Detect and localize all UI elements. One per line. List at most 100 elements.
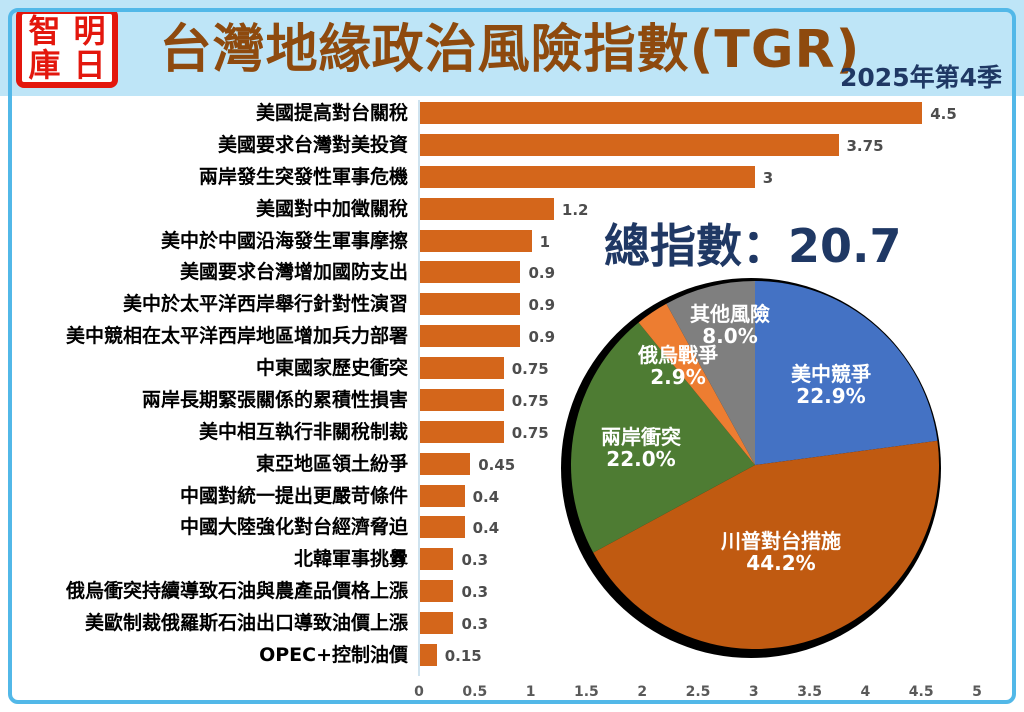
pie-slice-name: 美中競爭: [791, 362, 871, 386]
bar-category-label: 北韓軍事挑釁: [293, 548, 408, 571]
bar-value-label: 1.2: [561, 200, 589, 219]
bar-value-label: 0.3: [461, 583, 489, 602]
bar: [420, 548, 454, 571]
bar: [420, 388, 504, 411]
bar: [420, 357, 504, 380]
bar-value-label: 0.9: [528, 296, 556, 315]
bar-category-label: 美國要求台灣增加國防支出: [179, 261, 408, 284]
x-axis-tick-label: 2: [637, 684, 648, 700]
bar-chart-axis-line: [418, 100, 420, 676]
bar: [420, 133, 839, 156]
bar-category-label: 中東國家歷史衝突: [255, 357, 408, 380]
pie-slice-name: 兩岸衝突: [601, 425, 681, 449]
bar-value-label: 0.9: [528, 328, 556, 347]
pie-slice-label: 美中競爭 22.9%: [721, 363, 941, 407]
bar-category-label: 中國大陸強化對台經濟脅迫: [179, 516, 408, 539]
pie-slice: [638, 303, 755, 465]
x-axis-tick-label: 4.5: [908, 684, 934, 700]
bar-category-label: 美國要求台灣對美投資: [217, 133, 408, 156]
think-tank-logo: 智 明 庫 日: [16, 8, 118, 88]
bar-category-label: 美中競相在太平洋西岸地區增加兵力部署: [65, 325, 408, 348]
logo-char: 明: [73, 12, 106, 50]
bar: [420, 229, 532, 252]
bar-category-label: 兩岸發生突發性軍事危機: [198, 165, 408, 188]
bar-value-label: 0.9: [528, 264, 556, 283]
bar: [420, 102, 923, 124]
bar-value-label: 0.45: [478, 455, 516, 474]
bar: [420, 261, 521, 284]
bar-value-label: 3: [762, 168, 774, 187]
bar-category-label: 美中於中國沿海發生軍事摩擦: [160, 229, 408, 252]
bar: [420, 165, 755, 188]
bar: [420, 516, 465, 539]
bar: [420, 293, 521, 316]
bar-value-label: 0.15: [444, 646, 482, 665]
pie-slice: [666, 281, 755, 465]
bar-category-label: 美歐制裁俄羅斯石油出口導致油價上漲: [84, 612, 408, 635]
pie-slice-label: 其他風險 8.0%: [620, 303, 840, 347]
pie-slice-percent: 22.0%: [606, 447, 676, 471]
pie-slice-name: 其他風險: [690, 302, 770, 326]
bar: [420, 580, 454, 603]
bar-category-label: 美國提高對台關稅: [255, 102, 408, 124]
bar-value-label: 0.75: [511, 360, 549, 379]
bar: [420, 612, 454, 635]
x-axis-tick-label: 1.5: [573, 684, 599, 700]
bar: [420, 197, 554, 220]
pie-slice: [755, 281, 938, 465]
x-axis-tick-label: 2.5: [685, 684, 711, 700]
header: [0, 0, 1024, 96]
page-subtitle: 2025年第4季: [840, 63, 1002, 92]
bar: [420, 643, 437, 666]
bar: [420, 452, 471, 475]
pie-slice: [593, 440, 939, 649]
pie-slice-percent: 2.9%: [650, 365, 706, 389]
pie-slice-percent: 22.9%: [796, 384, 866, 408]
bar-value-label: 4.5: [930, 105, 957, 123]
bar-value-label: 1: [539, 232, 551, 251]
bar-value-label: 0.3: [461, 551, 489, 570]
bar-category-label: 美中相互執行非關稅制裁: [198, 420, 408, 443]
pie-slice-label: 川普對台措施 44.2%: [671, 530, 891, 574]
page-title: 台灣地緣政治風險指數(TGR): [159, 20, 861, 80]
bar-value-label: 0.4: [472, 519, 500, 538]
pie-slice-name: 俄烏戰爭: [638, 343, 718, 367]
bar-category-label: OPEC+控制油價: [259, 643, 408, 666]
bar-value-label: 0.3: [461, 615, 489, 634]
logo-char: 日: [73, 46, 106, 84]
logo-char: 智: [28, 12, 61, 50]
x-axis-tick-label: 0.5: [462, 684, 488, 700]
bar-category-label: 中國對統一提出更嚴苛條件: [179, 484, 408, 507]
bar-value-label: 3.75: [846, 136, 884, 155]
x-axis-tick-label: 5: [972, 684, 982, 700]
x-axis-tick-label: 0: [414, 684, 424, 700]
bar: [420, 325, 521, 348]
bar-category-label: 俄烏衝突持續導致石油與農產品價格上漲: [65, 580, 408, 603]
x-axis-tick-label: 3: [748, 684, 759, 700]
x-axis-tick-label: 1: [525, 684, 536, 700]
pie-slice-label: 兩岸衝突 22.0%: [531, 426, 751, 470]
x-axis-tick-label: 3.5: [797, 684, 822, 700]
pie-slice: [571, 322, 755, 553]
bar: [420, 420, 504, 443]
pie-slice-label: 俄烏戰爭 2.9%: [568, 344, 788, 388]
pie-chart: [561, 278, 941, 658]
bar-value-label: 0.4: [472, 487, 500, 506]
pie-slice-percent: 8.0%: [702, 324, 758, 348]
x-axis-tick-label: 4: [860, 684, 871, 700]
bar: [420, 484, 465, 507]
bar-value-label: 0.75: [511, 391, 549, 410]
pie-slice-percent: 44.2%: [746, 551, 816, 575]
logo-char: 庫: [28, 46, 61, 84]
bar-category-label: 兩岸長期緊張關係的累積性損害: [141, 388, 408, 411]
bar-category-label: 東亞地區領土紛爭: [255, 452, 408, 475]
bar-value-label: 0.75: [511, 423, 549, 442]
pie-slice-name: 川普對台措施: [721, 529, 841, 553]
total-index-label: 總指數：20.7: [604, 219, 902, 273]
bar-category-label: 美國對中加徵關稅: [255, 197, 408, 220]
bar-category-label: 美中於太平洋西岸舉行針對性演習: [122, 293, 408, 316]
